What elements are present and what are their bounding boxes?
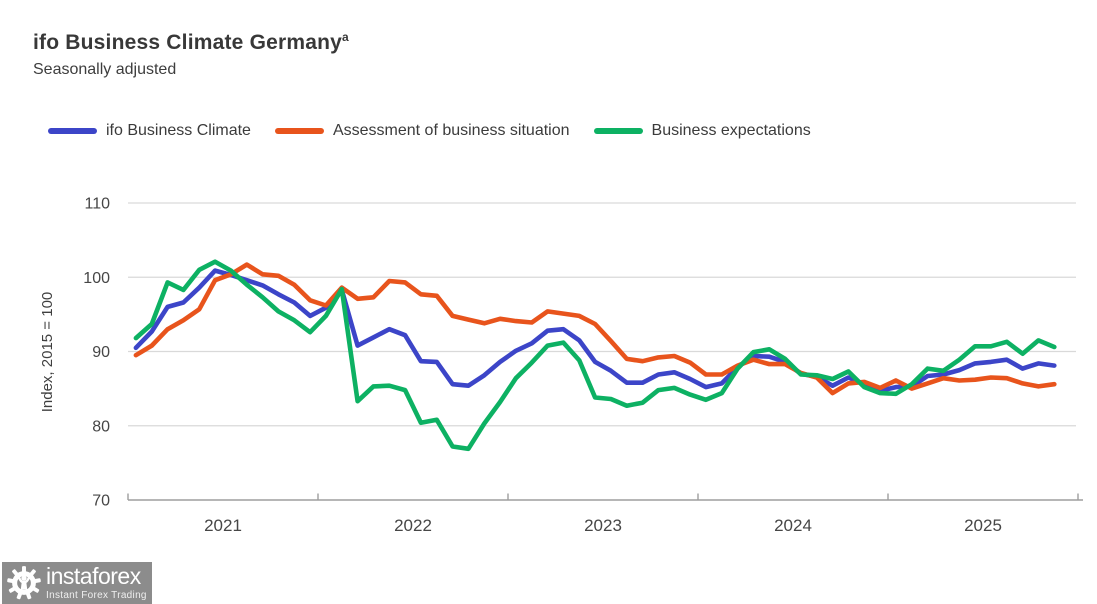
watermark-text: instaforex Instant Forex Trading <box>46 563 147 602</box>
chart-title-text: ifo Business Climate Germany <box>33 31 343 54</box>
chart-legend: ifo Business Climate Assessment of busin… <box>48 122 811 140</box>
chart-title-footnote-marker: a <box>342 30 349 44</box>
legend-swatch-green-line-icon <box>593 127 643 135</box>
series-line-business-expectations <box>133 259 1057 452</box>
legend-label: Business expectations <box>651 122 811 139</box>
y-axis-tick-label: 90 <box>92 344 110 361</box>
series-line-assessment-of-business-situation <box>133 262 1057 396</box>
x-axis-year-label: 2021 <box>204 516 242 535</box>
chart-header: ifo Business Climate Germanya Seasonally… <box>33 30 349 79</box>
legend-item-ifo-business-climate: ifo Business Climate <box>48 122 251 140</box>
legend-swatch-blue-line-icon <box>48 127 97 135</box>
y-axis-title: Index, 2015 = 100 <box>39 292 56 413</box>
watermark-tagline: Instant Forex Trading <box>46 590 147 601</box>
x-axis-year-label: 2025 <box>964 516 1002 535</box>
watermark-brand: instaforex <box>46 563 141 589</box>
x-axis-year-label: 2023 <box>584 516 622 535</box>
legend-swatch-orange-line-icon <box>274 127 324 135</box>
legend-item-assessment-of-business-situation: Assessment of business situation <box>274 122 570 140</box>
legend-label: Assessment of business situation <box>332 122 570 139</box>
instaforex-watermark: instaforex Instant Forex Trading <box>2 562 152 604</box>
x-axis-year-label: 2024 <box>774 516 812 535</box>
y-axis-tick-label: 80 <box>92 418 110 435</box>
chart-subtitle: Seasonally adjusted <box>33 61 177 78</box>
series-line-ifo-business-climate <box>133 268 1057 394</box>
legend-label: ifo Business Climate <box>106 122 251 139</box>
y-axis-tick-label: 100 <box>83 270 110 287</box>
instaforex-gear-person-icon <box>7 566 41 600</box>
legend-item-business-expectations: Business expectations <box>593 122 811 140</box>
chart-title: ifo Business Climate Germanya <box>33 30 349 55</box>
y-axis-tick-label: 110 <box>84 196 110 213</box>
x-axis-year-label: 2022 <box>394 516 432 535</box>
y-axis-tick-label: 70 <box>92 493 110 510</box>
